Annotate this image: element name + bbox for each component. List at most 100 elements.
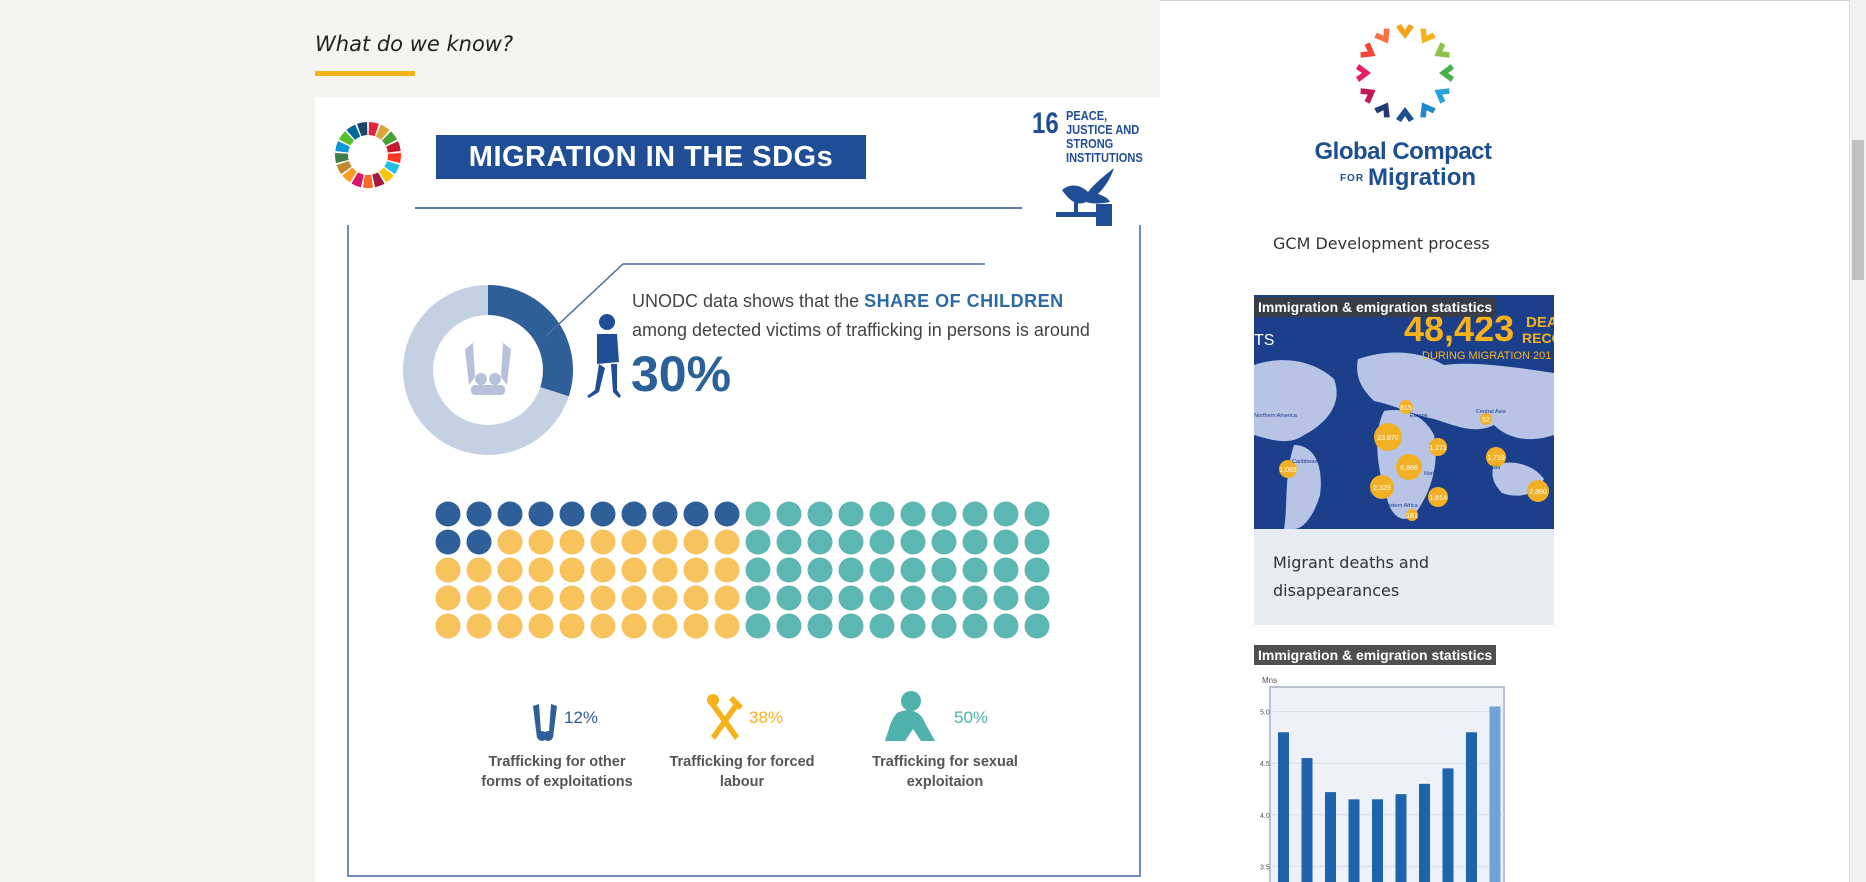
chart-bar <box>1466 732 1477 882</box>
victim-dot <box>559 529 585 555</box>
victim-dot <box>962 557 988 583</box>
map-sub1: RECO <box>1522 330 1554 346</box>
victim-dot <box>838 529 864 555</box>
victim-dot <box>714 529 740 555</box>
children-share-donut <box>403 285 573 455</box>
map-sub2: DURING MIGRATION 201 <box>1422 350 1551 362</box>
stat-value: 30% <box>631 346 732 402</box>
victim-dot <box>714 585 740 611</box>
victim-dot <box>652 613 678 639</box>
gcm-logo-line2-text: Migration <box>1368 164 1477 191</box>
card1-title[interactable]: Migrant deaths and disappearances <box>1273 553 1430 600</box>
victim-dot <box>900 529 926 555</box>
victim-dot <box>559 557 585 583</box>
gcm-logo-figure <box>1396 107 1414 122</box>
victim-dot <box>745 585 771 611</box>
children-share-text: UNODC data shows that the SHARE OF CHILD… <box>632 287 1132 345</box>
gcm-logo-figure <box>1420 102 1436 118</box>
victim-dot <box>807 529 833 555</box>
victim-dot <box>497 613 523 639</box>
gcm-logo-line1: Global Compact <box>1314 138 1492 165</box>
map-bubble-label: 52 <box>1482 417 1490 424</box>
gcm-logo-figure <box>1434 88 1450 104</box>
victim-dot <box>869 585 895 611</box>
victim-dot <box>807 585 833 611</box>
victim-dot <box>962 501 988 527</box>
victim-dot <box>900 501 926 527</box>
victim-dot <box>869 557 895 583</box>
victim-dot <box>528 585 554 611</box>
victim-dot <box>714 501 740 527</box>
victim-dot <box>1024 529 1050 555</box>
person-seated-icon <box>885 691 935 741</box>
victim-dot <box>931 585 957 611</box>
victim-dot <box>962 613 988 639</box>
map-region-label: Europe <box>1410 413 1428 419</box>
legend-pct-forced: 38% <box>749 708 784 727</box>
map-bubble <box>1374 423 1402 451</box>
victim-dot <box>869 613 895 639</box>
victim-dot <box>497 529 523 555</box>
victim-dot <box>807 557 833 583</box>
statistics-card[interactable]: Immigration & emigration statistics Mns 5… <box>1254 645 1554 882</box>
legend-pct-other: 12% <box>564 708 599 727</box>
sdg-wheel-segment <box>375 124 390 140</box>
map-left-label: TS <box>1254 332 1274 349</box>
sdg-goal-16-badge: 16 PEACE, JUSTICE AND STRONG INSTITUTION… <box>1032 107 1160 237</box>
dove-gavel-icon <box>1056 168 1114 226</box>
victim-dot <box>528 529 554 555</box>
victim-dot <box>497 557 523 583</box>
victim-dot <box>776 529 802 555</box>
map-bubble-label: 1,814 <box>1429 495 1447 502</box>
card2-category-badge[interactable]: Immigration & emigration statistics <box>1254 645 1497 665</box>
victim-dot <box>1024 501 1050 527</box>
statistics-bar-chart: Mns 5.0 4.5 4.0 3.5 <box>1260 676 1505 882</box>
map-bubble-label: 2,329 <box>1373 485 1391 492</box>
map-bubble-label: 181 <box>1406 513 1418 520</box>
victim-dot <box>590 557 616 583</box>
chart-bar <box>1442 768 1454 882</box>
victim-dot <box>683 529 709 555</box>
map-bubble <box>1370 475 1394 499</box>
gcm-development-link[interactable]: GCM Development process <box>1273 234 1490 253</box>
chart-bar <box>1278 732 1289 882</box>
victim-dot <box>869 501 895 527</box>
victim-dot <box>590 501 616 527</box>
map-region-label: Central Asia <box>1476 409 1507 415</box>
hands-icon <box>533 704 557 741</box>
map-region-label: Middle Africa <box>1414 525 1446 529</box>
gcm-logo-icon[interactable] <box>1320 18 1490 193</box>
victims-dot-grid <box>435 501 1050 639</box>
victim-dot <box>776 613 802 639</box>
victim-dot <box>993 557 1019 583</box>
victim-dot <box>683 501 709 527</box>
victim-dot <box>435 529 461 555</box>
victim-dot <box>590 529 616 555</box>
child-icon <box>587 314 621 398</box>
sdg-wheel-segment <box>386 141 401 153</box>
map-bubble <box>1486 447 1506 467</box>
victim-dot <box>652 585 678 611</box>
victim-dot <box>900 557 926 583</box>
stat-highlight: SHARE OF CHILDREN <box>864 291 1064 311</box>
migration-deaths-map-image: 48,423 DEA RECO DURING MIGRATION 201 TS … <box>1254 295 1554 529</box>
victim-dot <box>962 585 988 611</box>
title-underline <box>315 71 415 76</box>
page-scrollbar[interactable] <box>1849 0 1866 882</box>
gcm-logo-figure <box>1396 24 1414 39</box>
victim-dot <box>559 613 585 639</box>
chart-ytick-label: 4.0 <box>1260 813 1270 820</box>
sdg-wheel-segment <box>335 141 350 153</box>
migrant-deaths-card[interactable]: 48,423 DEA RECO DURING MIGRATION 201 TS … <box>1254 295 1554 625</box>
victim-dot <box>776 585 802 611</box>
victim-dot <box>652 557 678 583</box>
chart-bar <box>1372 799 1383 882</box>
victim-dot <box>621 585 647 611</box>
goal-text: PEACE, JUSTICE AND STRONG INSTITUTIONS <box>1066 108 1143 165</box>
card1-category-badge[interactable]: Immigration & emigration statistics <box>1254 297 1497 317</box>
victim-dot <box>807 613 833 639</box>
scrollbar-thumb[interactable] <box>1852 140 1864 280</box>
infographic-frame <box>347 225 1141 877</box>
victim-dot <box>435 557 461 583</box>
gcm-logo-figure <box>1360 42 1376 58</box>
